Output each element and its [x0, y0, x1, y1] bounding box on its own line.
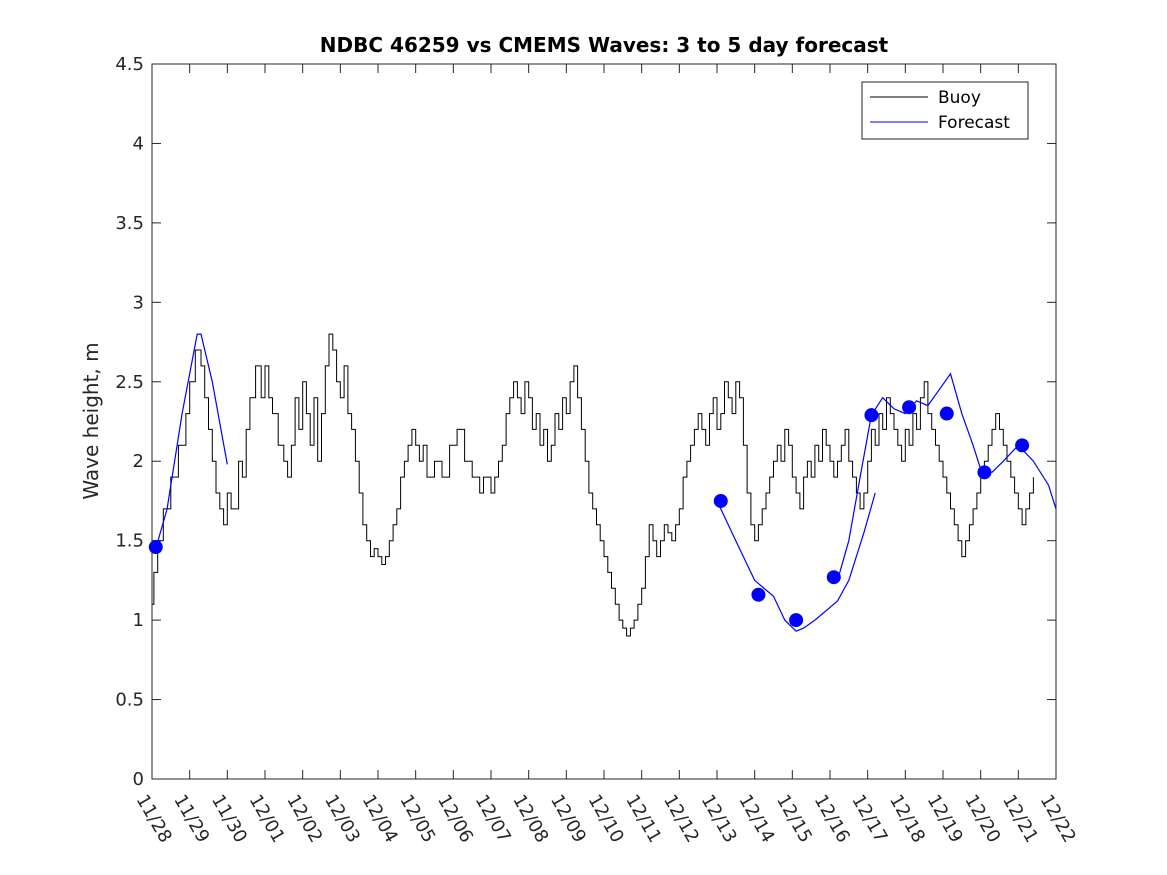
y-tick-label: 2	[133, 451, 144, 472]
y-tick-label: 3.5	[115, 213, 144, 234]
legend: Buoy Forecast	[861, 81, 1029, 140]
forecast-marker	[148, 540, 163, 555]
chart-title: NDBC 46259 vs CMEMS Waves: 3 to 5 day fo…	[320, 33, 889, 57]
forecast-marker	[864, 408, 879, 423]
forecast-marker	[902, 400, 917, 415]
y-tick-label: 1.5	[115, 531, 144, 552]
forecast-series-line	[155, 333, 228, 549]
forecast-marker	[713, 493, 728, 508]
y-tick-label: 4	[133, 133, 144, 154]
y-tick-label: 0.5	[115, 690, 144, 711]
y-tick-label: 4.5	[115, 54, 144, 75]
y-axis-label: Wave height, m	[79, 342, 103, 499]
forecast-marker	[939, 406, 954, 421]
forecast-marker	[826, 570, 841, 585]
y-tick-label: 2.5	[115, 372, 144, 393]
y-tick-label: 0	[133, 769, 144, 790]
y-tick-label: 1	[133, 610, 144, 631]
legend-box	[861, 81, 1029, 140]
series-layer	[148, 333, 1057, 637]
buoy-series-line	[152, 333, 1034, 637]
forecast-marker	[1015, 438, 1030, 453]
y-axis: 0 0.5 1 1.5 2 2.5 3 3.5 4 4.5	[115, 54, 1056, 790]
forecast-marker	[977, 465, 992, 480]
y-tick-label: 3	[133, 292, 144, 313]
legend-buoy-label: Buoy	[938, 88, 981, 108]
forecast-series-line	[716, 492, 876, 632]
forecast-marker	[751, 587, 766, 602]
legend-forecast-label: Forecast	[938, 113, 1010, 133]
forecast-marker	[789, 613, 804, 628]
